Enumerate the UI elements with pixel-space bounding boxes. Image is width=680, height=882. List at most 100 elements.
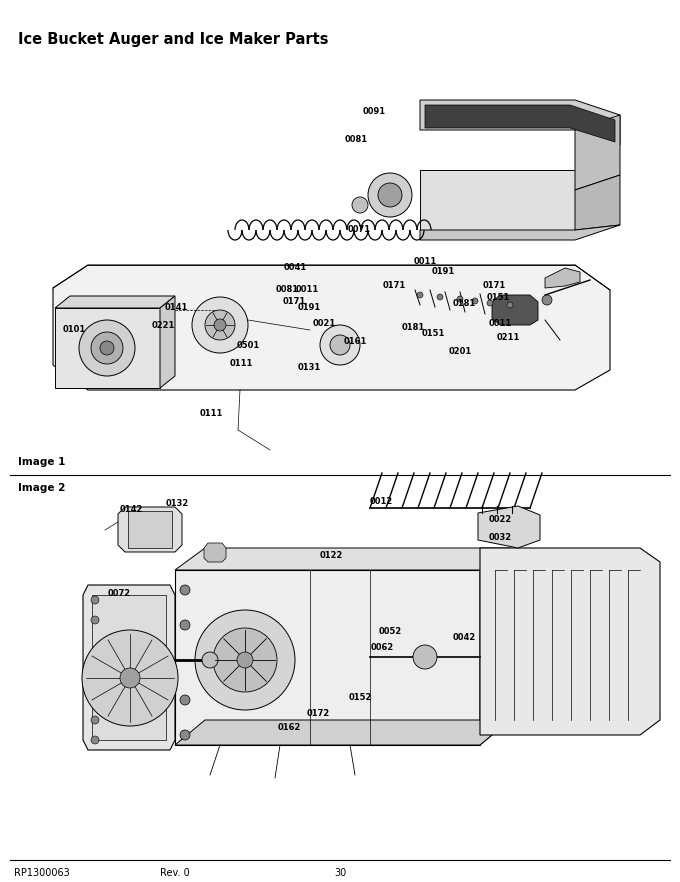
Polygon shape bbox=[128, 511, 172, 548]
Text: 0201: 0201 bbox=[449, 348, 472, 356]
Text: 0501: 0501 bbox=[237, 341, 260, 350]
Polygon shape bbox=[480, 548, 660, 735]
Text: 0081: 0081 bbox=[345, 136, 368, 145]
Text: Rev. 0: Rev. 0 bbox=[160, 868, 190, 878]
Text: 0132: 0132 bbox=[166, 498, 189, 507]
Circle shape bbox=[180, 620, 190, 630]
Text: 0142: 0142 bbox=[120, 505, 143, 514]
Text: 0171: 0171 bbox=[383, 280, 406, 289]
Text: 30: 30 bbox=[334, 868, 346, 878]
Text: 0012: 0012 bbox=[370, 497, 393, 506]
Text: 0032: 0032 bbox=[489, 533, 512, 542]
Text: Image 2: Image 2 bbox=[18, 483, 65, 493]
Polygon shape bbox=[55, 296, 175, 308]
Circle shape bbox=[120, 668, 140, 688]
Circle shape bbox=[378, 183, 402, 207]
Circle shape bbox=[195, 610, 295, 710]
Text: 0101: 0101 bbox=[63, 325, 86, 334]
Circle shape bbox=[487, 300, 493, 306]
Circle shape bbox=[237, 652, 253, 668]
Polygon shape bbox=[118, 507, 182, 552]
Circle shape bbox=[100, 341, 114, 355]
Polygon shape bbox=[425, 105, 615, 142]
Circle shape bbox=[202, 652, 218, 668]
Polygon shape bbox=[420, 170, 575, 230]
Polygon shape bbox=[480, 548, 510, 745]
Text: 0171: 0171 bbox=[283, 296, 306, 305]
Circle shape bbox=[214, 319, 226, 331]
Circle shape bbox=[542, 295, 552, 305]
Polygon shape bbox=[204, 543, 226, 562]
Text: 0151: 0151 bbox=[422, 330, 445, 339]
Circle shape bbox=[91, 596, 99, 604]
Circle shape bbox=[91, 716, 99, 724]
Text: 0172: 0172 bbox=[307, 708, 330, 717]
Circle shape bbox=[320, 325, 360, 365]
Text: Image 1: Image 1 bbox=[18, 457, 65, 467]
Text: 0011: 0011 bbox=[296, 286, 319, 295]
Text: 0191: 0191 bbox=[298, 303, 321, 312]
Text: RP1300063: RP1300063 bbox=[14, 868, 70, 878]
Polygon shape bbox=[492, 295, 538, 325]
Text: 0011: 0011 bbox=[489, 318, 512, 327]
Text: 0152: 0152 bbox=[349, 693, 373, 702]
Text: 0021: 0021 bbox=[313, 318, 336, 327]
Text: 0111: 0111 bbox=[230, 360, 254, 369]
Circle shape bbox=[192, 297, 248, 353]
Text: 0221: 0221 bbox=[152, 322, 175, 331]
Text: 0041: 0041 bbox=[284, 264, 307, 273]
Polygon shape bbox=[478, 506, 540, 548]
Text: 0081: 0081 bbox=[276, 285, 299, 294]
Circle shape bbox=[437, 294, 443, 300]
Polygon shape bbox=[575, 175, 620, 230]
Circle shape bbox=[457, 296, 463, 302]
Circle shape bbox=[180, 730, 190, 740]
Polygon shape bbox=[53, 265, 610, 390]
Polygon shape bbox=[175, 548, 510, 570]
Polygon shape bbox=[83, 585, 175, 750]
Circle shape bbox=[417, 292, 423, 298]
Text: 0151: 0151 bbox=[487, 294, 511, 303]
Polygon shape bbox=[175, 570, 480, 745]
Polygon shape bbox=[175, 720, 510, 745]
Circle shape bbox=[91, 332, 123, 364]
Text: 0171: 0171 bbox=[483, 281, 506, 290]
Text: 0181: 0181 bbox=[453, 298, 476, 308]
Text: 0071: 0071 bbox=[348, 226, 371, 235]
Polygon shape bbox=[420, 100, 620, 145]
Circle shape bbox=[213, 628, 277, 692]
Text: 0111: 0111 bbox=[200, 408, 223, 417]
Text: 0042: 0042 bbox=[453, 633, 476, 642]
Text: 0011: 0011 bbox=[414, 257, 437, 265]
Circle shape bbox=[91, 736, 99, 744]
Polygon shape bbox=[55, 308, 160, 388]
Text: 0091: 0091 bbox=[363, 108, 386, 116]
Circle shape bbox=[205, 310, 235, 340]
Circle shape bbox=[82, 630, 178, 726]
Polygon shape bbox=[575, 115, 620, 190]
Circle shape bbox=[180, 695, 190, 705]
Circle shape bbox=[413, 645, 437, 669]
Text: Ice Bucket Auger and Ice Maker Parts: Ice Bucket Auger and Ice Maker Parts bbox=[18, 32, 328, 47]
Text: 0131: 0131 bbox=[298, 363, 321, 372]
Text: 0062: 0062 bbox=[371, 644, 394, 653]
Circle shape bbox=[352, 197, 368, 213]
Text: 0072: 0072 bbox=[108, 588, 131, 597]
Text: 0181: 0181 bbox=[402, 323, 425, 332]
Text: 0052: 0052 bbox=[379, 627, 403, 637]
Polygon shape bbox=[545, 268, 580, 288]
Text: 0141: 0141 bbox=[165, 303, 188, 311]
Circle shape bbox=[368, 173, 412, 217]
Text: 0161: 0161 bbox=[344, 338, 367, 347]
Polygon shape bbox=[420, 225, 620, 240]
Circle shape bbox=[507, 302, 513, 308]
Polygon shape bbox=[160, 296, 175, 388]
Circle shape bbox=[330, 335, 350, 355]
Text: 0022: 0022 bbox=[489, 515, 512, 525]
Circle shape bbox=[472, 298, 478, 304]
Text: 0191: 0191 bbox=[432, 267, 455, 276]
Polygon shape bbox=[92, 595, 166, 740]
Text: 0162: 0162 bbox=[278, 723, 301, 732]
Text: 0211: 0211 bbox=[497, 333, 520, 341]
Circle shape bbox=[91, 616, 99, 624]
